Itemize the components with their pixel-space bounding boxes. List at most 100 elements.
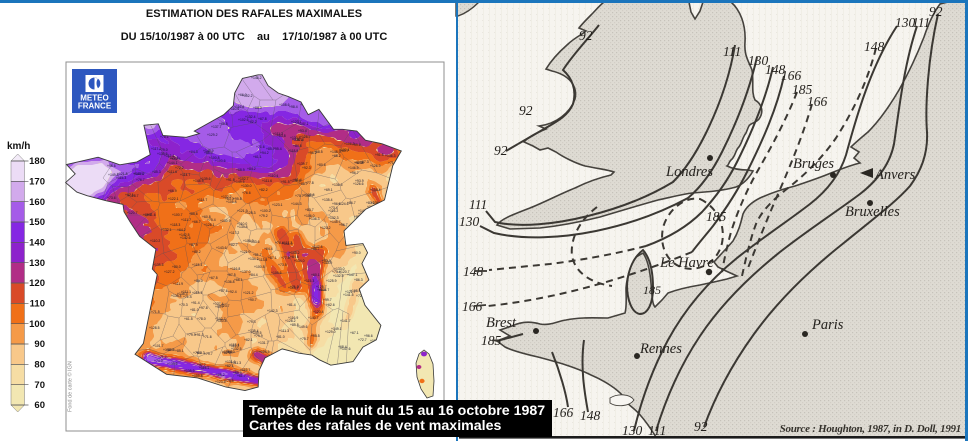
svg-text:+84.4: +84.4 <box>249 273 258 277</box>
svg-text:+135.5: +135.5 <box>153 263 164 267</box>
svg-text:130: 130 <box>622 423 643 438</box>
svg-text:+79.2: +79.2 <box>259 214 268 218</box>
svg-text:+91.9: +91.9 <box>226 178 235 182</box>
svg-text:+139.6: +139.6 <box>200 177 211 181</box>
svg-text:+136.0: +136.0 <box>371 201 382 205</box>
svg-text:+123.7: +123.7 <box>291 120 302 124</box>
svg-text:+110.2: +110.2 <box>150 239 160 243</box>
svg-text:+135.4: +135.4 <box>322 198 333 202</box>
svg-text:166: 166 <box>462 299 483 314</box>
svg-text:166: 166 <box>553 405 574 420</box>
svg-text:+92.4: +92.4 <box>228 290 237 294</box>
svg-text:Bruxelles: Bruxelles <box>845 204 900 220</box>
svg-text:+71.3: +71.3 <box>290 285 299 289</box>
svg-text:+132.4: +132.4 <box>245 115 256 119</box>
svg-text:+144.1: +144.1 <box>167 161 178 165</box>
svg-text:+95.8: +95.8 <box>233 197 242 201</box>
svg-text:+145.7: +145.7 <box>330 220 341 224</box>
svg-text:160: 160 <box>29 197 45 208</box>
svg-text:+77.8: +77.8 <box>305 181 314 185</box>
svg-text:+147.1: +147.1 <box>298 122 309 126</box>
svg-text:+84.2: +84.2 <box>247 167 256 171</box>
svg-text:+63.8: +63.8 <box>277 134 286 138</box>
svg-text:+82.2: +82.2 <box>259 188 268 192</box>
svg-text:+99.6: +99.6 <box>352 143 361 147</box>
svg-text:166: 166 <box>807 94 828 109</box>
svg-text:Bruges: Bruges <box>793 156 834 172</box>
svg-text:+99.7: +99.7 <box>323 298 332 302</box>
svg-text:140: 140 <box>29 238 45 249</box>
svg-text:+141.7: +141.7 <box>340 319 351 323</box>
svg-text:120: 120 <box>29 278 45 289</box>
svg-text:+70.7: +70.7 <box>295 194 304 198</box>
svg-text:+121.8: +121.8 <box>117 172 128 176</box>
svg-text:+120.7: +120.7 <box>127 211 138 215</box>
svg-text:+90.0: +90.0 <box>352 251 361 255</box>
svg-text:+108.6: +108.6 <box>279 103 290 107</box>
svg-text:+85.8: +85.8 <box>290 323 299 327</box>
svg-text:+115.2: +115.2 <box>328 209 338 213</box>
svg-text:+100.1: +100.1 <box>339 148 350 152</box>
svg-text:+86.7: +86.7 <box>347 201 356 205</box>
svg-text:+134.0: +134.0 <box>294 259 305 263</box>
svg-text:+62.6: +62.6 <box>326 303 335 307</box>
svg-text:92: 92 <box>494 143 508 158</box>
svg-text:Londres: Londres <box>665 164 713 180</box>
svg-text:185: 185 <box>643 283 661 297</box>
svg-text:+75.5: +75.5 <box>225 379 234 383</box>
svg-text:+81.0: +81.0 <box>190 308 199 312</box>
svg-text:+68.5: +68.5 <box>219 122 228 126</box>
svg-text:+66.0: +66.0 <box>238 93 247 97</box>
svg-text:+60.7: +60.7 <box>340 149 349 153</box>
svg-text:+68.4: +68.4 <box>317 288 326 292</box>
svg-text:+149.5: +149.5 <box>234 180 245 184</box>
svg-text:+81.4: +81.4 <box>287 303 296 307</box>
svg-text:+68.5: +68.5 <box>314 150 323 154</box>
svg-text:+90.7: +90.7 <box>248 298 257 302</box>
svg-text:+82.0: +82.0 <box>222 351 231 355</box>
svg-text:+132.5: +132.5 <box>231 347 242 351</box>
svg-text:+67.5: +67.5 <box>227 273 236 277</box>
svg-text:+77.8: +77.8 <box>281 256 290 260</box>
svg-text:92: 92 <box>519 103 533 118</box>
svg-text:+100.8: +100.8 <box>209 156 220 160</box>
svg-text:+96.6: +96.6 <box>107 164 116 168</box>
svg-text:+61.5: +61.5 <box>184 317 193 321</box>
svg-text:+107.2: +107.2 <box>134 172 145 176</box>
svg-text:+67.3: +67.3 <box>360 160 369 164</box>
svg-text:+85.3: +85.3 <box>152 170 161 174</box>
svg-text:+123.7: +123.7 <box>219 304 230 308</box>
svg-text:+71.6: +71.6 <box>256 145 265 149</box>
svg-text:+132.3: +132.3 <box>328 216 339 220</box>
svg-text:+131.7: +131.7 <box>258 341 269 345</box>
svg-text:+144.3: +144.3 <box>291 202 302 206</box>
svg-text:+96.7: +96.7 <box>350 171 359 175</box>
svg-text:130: 130 <box>748 53 769 68</box>
svg-text:+134.8: +134.8 <box>237 225 248 229</box>
svg-text:+95.5: +95.5 <box>311 334 320 338</box>
svg-text:+79.0: +79.0 <box>159 148 168 152</box>
svg-text:+136.8: +136.8 <box>224 280 235 284</box>
svg-text:+147.8: +147.8 <box>312 245 323 249</box>
svg-text:+135.4: +135.4 <box>248 329 259 333</box>
svg-text:+100.6: +100.6 <box>215 159 226 163</box>
svg-text:+120.4: +120.4 <box>313 310 324 314</box>
svg-text:+71.9: +71.9 <box>388 161 397 165</box>
svg-text:+80.0: +80.0 <box>172 265 181 269</box>
svg-text:+148.9: +148.9 <box>330 150 341 154</box>
svg-text:+102.7: +102.7 <box>215 317 226 321</box>
svg-text:148: 148 <box>864 39 885 54</box>
svg-text:+64.2: +64.2 <box>177 228 186 232</box>
svg-text:+129.0: +129.0 <box>325 330 336 334</box>
svg-text:+137.0: +137.0 <box>240 270 251 274</box>
svg-text:Paris: Paris <box>811 317 844 333</box>
svg-text:180: 180 <box>29 156 45 167</box>
svg-text:+130.8: +130.8 <box>290 136 301 140</box>
svg-text:Brest: Brest <box>486 315 517 331</box>
svg-text:+87.9: +87.9 <box>189 243 198 247</box>
svg-text:111: 111 <box>912 15 930 30</box>
svg-text:+101.7: +101.7 <box>153 344 164 348</box>
svg-text:+85.7: +85.7 <box>266 147 275 151</box>
svg-text:+75.4: +75.4 <box>207 218 216 222</box>
svg-text:+128.1: +128.1 <box>204 223 215 227</box>
